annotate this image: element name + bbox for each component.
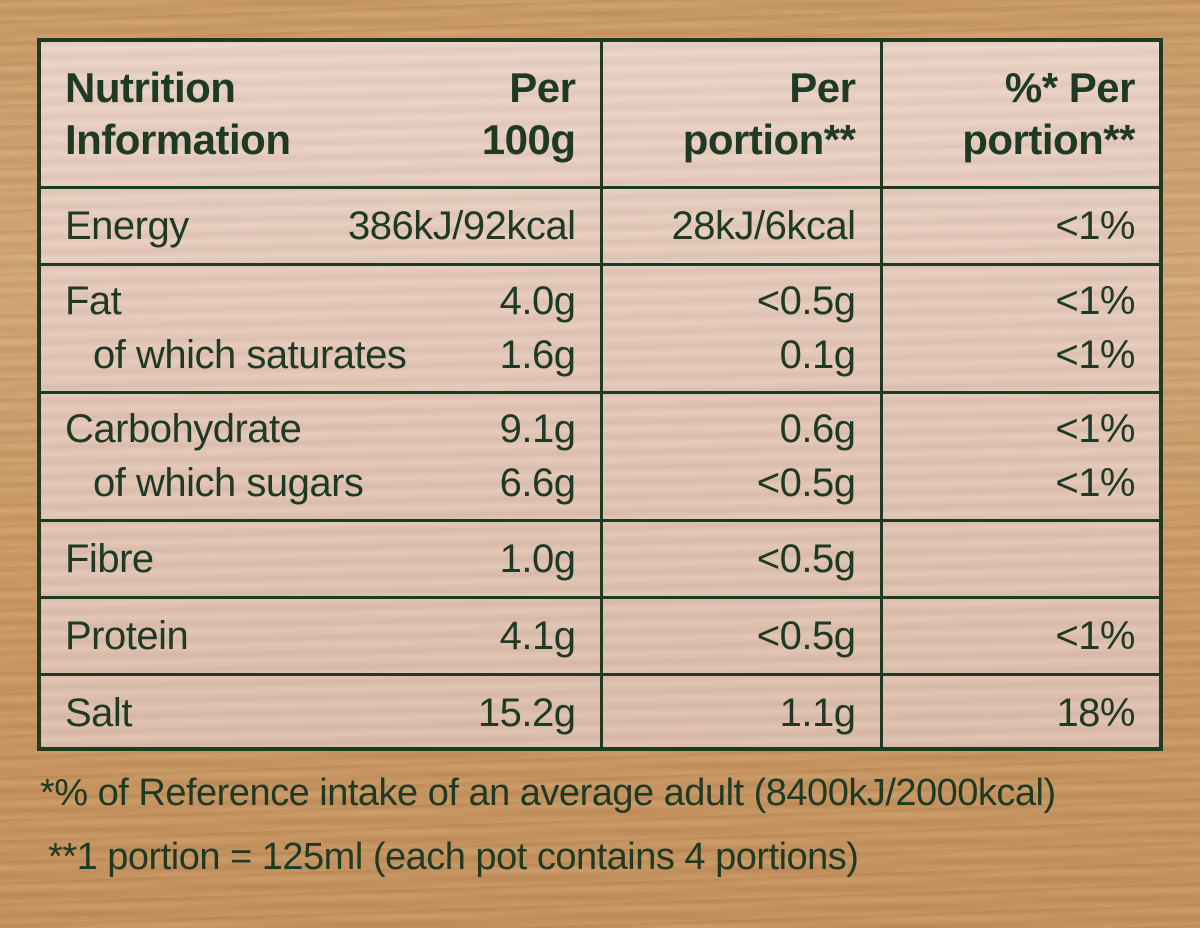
row-per-100g: 4.1g bbox=[499, 613, 576, 658]
row-per-portion: 28kJ/6kcal bbox=[599, 185, 883, 266]
row-per-100g: 9.1g bbox=[499, 407, 576, 451]
row-per-100g: 1.0g bbox=[499, 536, 576, 581]
footnote-portion-size: **1 portion = 125ml (each pot contains 4… bbox=[48, 836, 859, 878]
row-per-100g: 386kJ/92kcal bbox=[348, 203, 576, 248]
row-sublabel: of which saturates bbox=[93, 333, 407, 377]
header-nutrition-per-100g: Nutrition Information Per 100g bbox=[41, 42, 603, 189]
row-label: Carbohydrate bbox=[65, 407, 302, 451]
footnote-reference-intake: *% of Reference intake of an average adu… bbox=[40, 772, 1056, 814]
row-per-portion: <0.5g bbox=[599, 518, 883, 599]
header-nutrition-information: Nutrition Information bbox=[65, 63, 291, 163]
row-per-portion: <0.5g bbox=[599, 595, 883, 676]
row-per-100g-sub: 6.6g bbox=[499, 461, 576, 505]
row-percent: <1% bbox=[879, 595, 1159, 676]
nutrition-table-panel: Nutrition Information Per 100g Per porti… bbox=[37, 38, 1163, 751]
row-percent: 18% bbox=[879, 672, 1159, 751]
row-percent bbox=[879, 518, 1159, 599]
table-row-fat: Fat 4.0g of which saturates 1.6g <0.5g 0… bbox=[41, 262, 1159, 394]
header-row: Nutrition Information Per 100g Per porti… bbox=[41, 42, 1159, 189]
row-label: Protein bbox=[65, 613, 189, 658]
row-per-portion: 1.1g bbox=[599, 672, 883, 751]
row-per-100g: 4.0g bbox=[499, 279, 576, 323]
header-per-portion: Per portion** bbox=[599, 42, 883, 189]
row-label: Fibre bbox=[65, 536, 154, 581]
header-percent-per-portion: %* Per portion** bbox=[879, 42, 1159, 189]
row-label: Fat bbox=[65, 279, 122, 323]
row-per-portion: <0.5g 0.1g bbox=[599, 262, 883, 394]
row-label: Salt bbox=[65, 691, 132, 736]
table-row-salt: Salt 15.2g 1.1g 18% bbox=[41, 672, 1159, 751]
table-row-fibre: Fibre 1.0g <0.5g bbox=[41, 518, 1159, 599]
row-per-100g: 15.2g bbox=[477, 691, 576, 736]
row-percent: <1% bbox=[879, 185, 1159, 266]
row-label: Energy bbox=[65, 203, 189, 248]
row-sublabel: of which sugars bbox=[93, 461, 364, 505]
table-row-carbohydrate: Carbohydrate 9.1g of which sugars 6.6g 0… bbox=[41, 390, 1159, 522]
row-percent: <1% <1% bbox=[879, 390, 1159, 522]
nutrition-table: Nutrition Information Per 100g Per porti… bbox=[41, 42, 1159, 751]
row-per-portion: 0.6g <0.5g bbox=[599, 390, 883, 522]
header-per-100g: Per 100g bbox=[481, 63, 576, 163]
table-row-protein: Protein 4.1g <0.5g <1% bbox=[41, 595, 1159, 676]
row-per-100g-sub: 1.6g bbox=[499, 333, 576, 377]
row-percent: <1% <1% bbox=[879, 262, 1159, 394]
table-row-energy: Energy 386kJ/92kcal 28kJ/6kcal <1% bbox=[41, 185, 1159, 266]
